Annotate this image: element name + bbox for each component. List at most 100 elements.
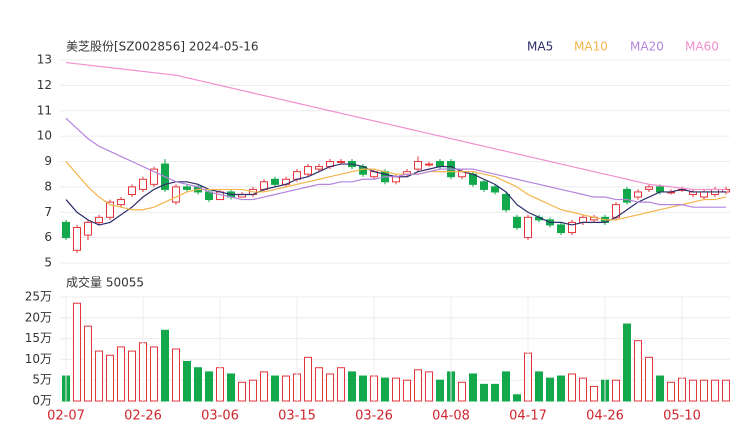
x-tick-label: 02-26 xyxy=(124,409,162,424)
y-tick-label: 0万 xyxy=(32,394,52,408)
volume-bar xyxy=(106,354,114,402)
candle-body xyxy=(656,186,664,193)
y-tick-label: 13 xyxy=(37,53,52,67)
volume-bar xyxy=(612,379,620,402)
candle-body xyxy=(392,176,400,183)
x-tick-label: 03-06 xyxy=(201,409,239,424)
legend-entry: MA20 xyxy=(630,40,664,54)
candle-body xyxy=(128,186,136,195)
volume-bar xyxy=(502,371,510,402)
candle-body xyxy=(645,186,653,190)
volume-bar xyxy=(150,346,158,402)
candle-body xyxy=(337,161,345,163)
volume-bar xyxy=(403,379,411,402)
volume-bar xyxy=(623,323,631,402)
x-tick-label: 04-08 xyxy=(432,409,470,424)
candle-body xyxy=(480,181,488,190)
legend-entry: MA5 xyxy=(527,40,553,54)
y-tick-label: 7 xyxy=(44,205,52,219)
candle-body xyxy=(634,191,642,198)
candle-body xyxy=(139,178,147,190)
volume-bar xyxy=(711,379,719,402)
volume-bar xyxy=(271,375,279,402)
candle-body xyxy=(271,178,279,185)
x-tick-label: 04-17 xyxy=(509,409,547,424)
candle-body xyxy=(172,186,180,203)
volume-bar xyxy=(326,373,334,402)
volume-bar xyxy=(381,377,389,402)
volume-bar xyxy=(392,377,400,402)
volume-bar xyxy=(700,379,708,402)
candle-body xyxy=(150,168,158,185)
volume-bar xyxy=(656,375,664,402)
volume-bar xyxy=(491,383,499,402)
volume-bar xyxy=(414,369,422,402)
volume-bar xyxy=(95,350,103,402)
volume-bar xyxy=(579,377,587,402)
candle-body xyxy=(579,216,587,223)
volume-bar xyxy=(480,383,488,402)
legend-entry: MA10 xyxy=(574,40,608,54)
y-tick-label: 10 xyxy=(37,129,52,143)
candle-body xyxy=(513,216,521,228)
ma-line xyxy=(65,117,726,208)
candle-body xyxy=(62,221,70,239)
candle-body xyxy=(524,216,532,239)
volume-bar xyxy=(282,375,290,402)
ma-line xyxy=(65,61,726,191)
volume-bar xyxy=(260,371,268,402)
candle-body xyxy=(425,163,433,166)
y-tick-label: 15万 xyxy=(25,331,52,345)
volume-bar xyxy=(249,379,257,402)
volume-bar xyxy=(513,394,521,402)
y-tick-label: 9 xyxy=(44,154,52,168)
volume-bar xyxy=(205,371,213,402)
volume-bar xyxy=(689,379,697,402)
volume-bar xyxy=(183,360,191,402)
candle-body xyxy=(568,221,576,234)
x-tick-label: 02-07 xyxy=(47,409,85,424)
candle-body xyxy=(84,221,92,236)
volume-bar xyxy=(645,356,653,402)
candle-body xyxy=(502,193,510,211)
y-tick-label: 25万 xyxy=(25,290,52,304)
volume-bar xyxy=(227,373,235,402)
chart-title: 美芝股份[SZ002856] 2024-05-16 xyxy=(66,39,259,54)
volume-bar xyxy=(458,381,466,402)
candle-body xyxy=(304,166,312,175)
volume-bar xyxy=(590,385,598,402)
volume-bar xyxy=(425,371,433,402)
volume-bar xyxy=(315,367,323,402)
candle-body xyxy=(183,186,191,190)
y-tick-label: 12 xyxy=(37,78,52,92)
volume-bar xyxy=(172,348,180,402)
legend-entry: MA60 xyxy=(685,40,719,54)
y-tick-label: 6 xyxy=(44,230,52,244)
candle-body xyxy=(73,226,81,251)
y-tick-label: 11 xyxy=(37,103,52,117)
candle-body xyxy=(491,186,499,193)
ma-line xyxy=(65,161,727,221)
candle-body xyxy=(436,161,444,168)
candle-body xyxy=(315,166,323,170)
volume-bar xyxy=(359,375,367,402)
candle-body xyxy=(557,224,565,234)
volume-bar xyxy=(304,356,312,402)
candle-body xyxy=(106,201,114,218)
volume-bar xyxy=(436,379,444,402)
volume-bar xyxy=(568,373,576,402)
volume-bar xyxy=(128,350,136,402)
candle-body xyxy=(623,188,631,203)
candle-body xyxy=(700,191,708,198)
volume-bar xyxy=(722,379,730,402)
candle-body xyxy=(117,199,125,206)
y-tick-label: 5 xyxy=(44,256,52,270)
x-tick-label: 05-10 xyxy=(663,409,701,424)
y-tick-label: 10万 xyxy=(25,352,52,366)
volume-title: 成交量 50055 xyxy=(66,275,144,290)
volume-bar xyxy=(348,371,356,402)
y-tick-label: 8 xyxy=(44,179,52,193)
candle-body xyxy=(414,161,422,170)
volume-bar xyxy=(535,371,543,402)
